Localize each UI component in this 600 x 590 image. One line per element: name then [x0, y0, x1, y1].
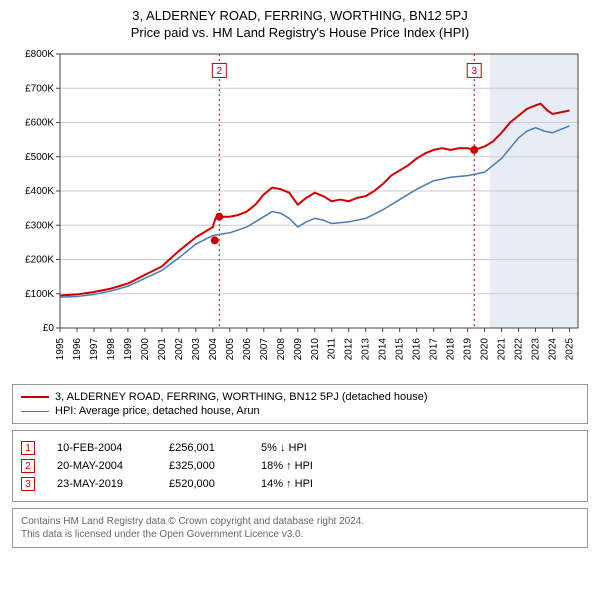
svg-text:3: 3: [471, 66, 477, 77]
transaction-marker: 1: [21, 441, 35, 455]
transaction-hpi: 18% ↑ HPI: [261, 460, 313, 472]
svg-text:2018: 2018: [446, 338, 457, 361]
svg-text:1997: 1997: [89, 338, 100, 361]
chart-container: 3, ALDERNEY ROAD, FERRING, WORTHING, BN1…: [0, 0, 600, 558]
svg-text:2020: 2020: [480, 338, 491, 361]
transaction-date: 10-FEB-2004: [57, 442, 147, 454]
svg-text:2016: 2016: [412, 338, 423, 361]
svg-text:2014: 2014: [378, 338, 389, 361]
transaction-hpi: 5% ↓ HPI: [261, 442, 307, 454]
footer-box: Contains HM Land Registry data © Crown c…: [12, 508, 588, 548]
svg-text:£400K: £400K: [25, 186, 54, 197]
svg-text:£200K: £200K: [25, 255, 54, 266]
svg-text:£800K: £800K: [25, 49, 54, 60]
svg-text:2022: 2022: [514, 338, 525, 361]
svg-text:2024: 2024: [548, 338, 559, 361]
legend-swatch: [21, 396, 49, 398]
transaction-price: £325,000: [169, 460, 239, 472]
svg-text:£600K: £600K: [25, 118, 54, 129]
transaction-date: 20-MAY-2004: [57, 460, 147, 472]
title-block: 3, ALDERNEY ROAD, FERRING, WORTHING, BN1…: [12, 8, 588, 40]
title-line-2: Price paid vs. HM Land Registry's House …: [12, 25, 588, 40]
transaction-price: £256,001: [169, 442, 239, 454]
svg-text:£700K: £700K: [25, 83, 54, 94]
svg-text:2002: 2002: [174, 338, 185, 361]
transactions-box: 1 10-FEB-2004 £256,001 5% ↓ HPI 2 20-MAY-2004…: [12, 430, 588, 502]
svg-text:2011: 2011: [327, 338, 338, 360]
svg-text:£0: £0: [43, 323, 55, 334]
legend-swatch: [21, 411, 49, 412]
transaction-row: 3 23-MAY-2019 £520,000 14% ↑ HPI: [21, 477, 579, 491]
transaction-hpi: 14% ↑ HPI: [261, 478, 313, 490]
legend-row: HPI: Average price, detached house, Arun: [21, 405, 579, 417]
svg-text:£500K: £500K: [25, 152, 54, 163]
transaction-price: £520,000: [169, 478, 239, 490]
legend-label: HPI: Average price, detached house, Arun: [55, 405, 260, 417]
svg-text:2023: 2023: [531, 338, 542, 361]
svg-text:1996: 1996: [72, 338, 83, 361]
svg-text:2005: 2005: [225, 338, 236, 361]
footer-line-2: This data is licensed under the Open Gov…: [21, 528, 579, 541]
svg-text:1995: 1995: [55, 338, 66, 361]
svg-text:2010: 2010: [310, 338, 321, 361]
svg-text:2003: 2003: [191, 338, 202, 361]
legend-row: 3, ALDERNEY ROAD, FERRING, WORTHING, BN1…: [21, 391, 579, 403]
svg-text:2008: 2008: [276, 338, 287, 361]
svg-text:2001: 2001: [157, 338, 168, 361]
svg-text:2025: 2025: [565, 338, 576, 361]
svg-text:2021: 2021: [497, 338, 508, 361]
svg-text:£100K: £100K: [25, 289, 54, 300]
svg-text:2012: 2012: [344, 338, 355, 361]
svg-text:1998: 1998: [106, 338, 117, 361]
svg-text:2006: 2006: [242, 338, 253, 361]
svg-text:2017: 2017: [429, 338, 440, 361]
legend-label: 3, ALDERNEY ROAD, FERRING, WORTHING, BN1…: [55, 391, 428, 403]
svg-text:2000: 2000: [140, 338, 151, 361]
svg-text:1999: 1999: [123, 338, 134, 361]
footer-line-1: Contains HM Land Registry data © Crown c…: [21, 515, 579, 528]
transaction-marker: 3: [21, 477, 35, 491]
legend-box: 3, ALDERNEY ROAD, FERRING, WORTHING, BN1…: [12, 384, 588, 424]
transaction-row: 1 10-FEB-2004 £256,001 5% ↓ HPI: [21, 441, 579, 455]
transaction-marker: 2: [21, 459, 35, 473]
svg-text:2009: 2009: [293, 338, 304, 361]
svg-text:2: 2: [217, 66, 223, 77]
title-line-1: 3, ALDERNEY ROAD, FERRING, WORTHING, BN1…: [12, 8, 588, 23]
transaction-date: 23-MAY-2019: [57, 478, 147, 490]
svg-text:2004: 2004: [208, 338, 219, 361]
chart-area: £0 £100K £200K £300K £400K £500K £600K £700K £80…: [12, 48, 588, 378]
svg-text:2013: 2013: [361, 338, 372, 361]
chart-svg: £0 £100K £200K £300K £400K £500K £600K £700K £80…: [12, 48, 588, 378]
svg-text:£300K: £300K: [25, 220, 54, 231]
svg-text:2019: 2019: [463, 338, 474, 361]
svg-text:2007: 2007: [259, 338, 270, 361]
svg-text:2015: 2015: [395, 338, 406, 361]
transaction-row: 2 20-MAY-2004 £325,000 18% ↑ HPI: [21, 459, 579, 473]
